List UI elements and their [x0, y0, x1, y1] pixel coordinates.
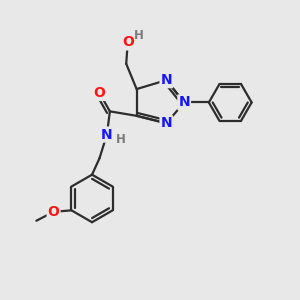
Text: O: O — [48, 205, 60, 219]
Text: N: N — [178, 95, 190, 110]
Text: N: N — [160, 73, 172, 87]
Text: N: N — [160, 116, 172, 130]
Text: H: H — [116, 133, 126, 146]
Text: H: H — [134, 29, 144, 42]
Text: N: N — [101, 128, 113, 142]
Text: O: O — [94, 86, 105, 100]
Text: O: O — [122, 35, 134, 50]
